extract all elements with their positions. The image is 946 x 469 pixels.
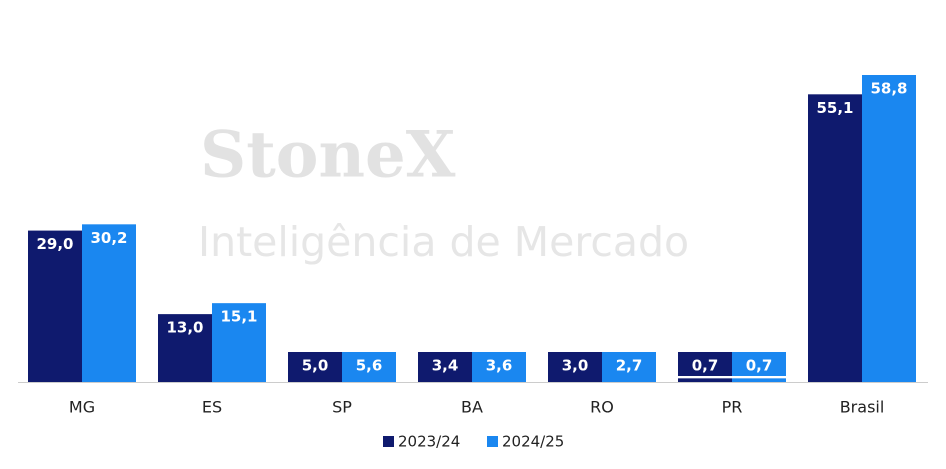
x-tick-label: MG bbox=[69, 398, 95, 417]
watermark-tagline: Inteligência de Mercado bbox=[198, 218, 689, 266]
x-tick-label: ES bbox=[202, 398, 222, 417]
bar bbox=[732, 378, 786, 382]
legend-label: 2023/24 bbox=[398, 433, 460, 451]
value-label-bg bbox=[418, 352, 472, 376]
x-tick-label: PR bbox=[722, 398, 743, 417]
value-label: 3,6 bbox=[486, 357, 513, 375]
value-label: 3,4 bbox=[432, 357, 459, 375]
value-label: 5,6 bbox=[356, 357, 383, 375]
watermark-brand: StoneX bbox=[200, 118, 456, 193]
bar bbox=[808, 94, 862, 382]
x-tick-label: SP bbox=[332, 398, 352, 417]
value-label: 55,1 bbox=[816, 99, 853, 117]
value-label-bg bbox=[678, 352, 732, 376]
bar bbox=[28, 230, 82, 382]
x-tick-label: Brasil bbox=[840, 398, 885, 417]
bar bbox=[862, 75, 916, 382]
value-label-bg bbox=[472, 352, 526, 376]
value-label-bg bbox=[602, 352, 656, 376]
value-label: 13,0 bbox=[166, 319, 203, 337]
value-label-bg bbox=[288, 352, 342, 376]
bar bbox=[158, 314, 212, 382]
legend-label: 2024/25 bbox=[502, 433, 564, 451]
value-label: 15,1 bbox=[220, 308, 257, 326]
legend-swatch bbox=[487, 436, 498, 447]
value-label: 2,7 bbox=[616, 357, 643, 375]
bar bbox=[212, 303, 266, 382]
value-label: 3,0 bbox=[562, 357, 589, 375]
value-label-bg bbox=[548, 352, 602, 376]
value-label: 29,0 bbox=[36, 235, 73, 253]
value-label: 58,8 bbox=[870, 80, 907, 98]
x-tick-label: RO bbox=[590, 398, 614, 417]
legend-swatch bbox=[383, 436, 394, 447]
value-label: 30,2 bbox=[90, 229, 127, 247]
value-label: 0,7 bbox=[692, 357, 719, 375]
value-label-bg bbox=[342, 352, 396, 376]
value-label-bg bbox=[732, 352, 786, 376]
bar bbox=[678, 378, 732, 382]
value-label: 5,0 bbox=[302, 357, 329, 375]
bar bbox=[82, 224, 136, 382]
value-label: 0,7 bbox=[746, 357, 773, 375]
x-tick-label: BA bbox=[461, 398, 483, 417]
